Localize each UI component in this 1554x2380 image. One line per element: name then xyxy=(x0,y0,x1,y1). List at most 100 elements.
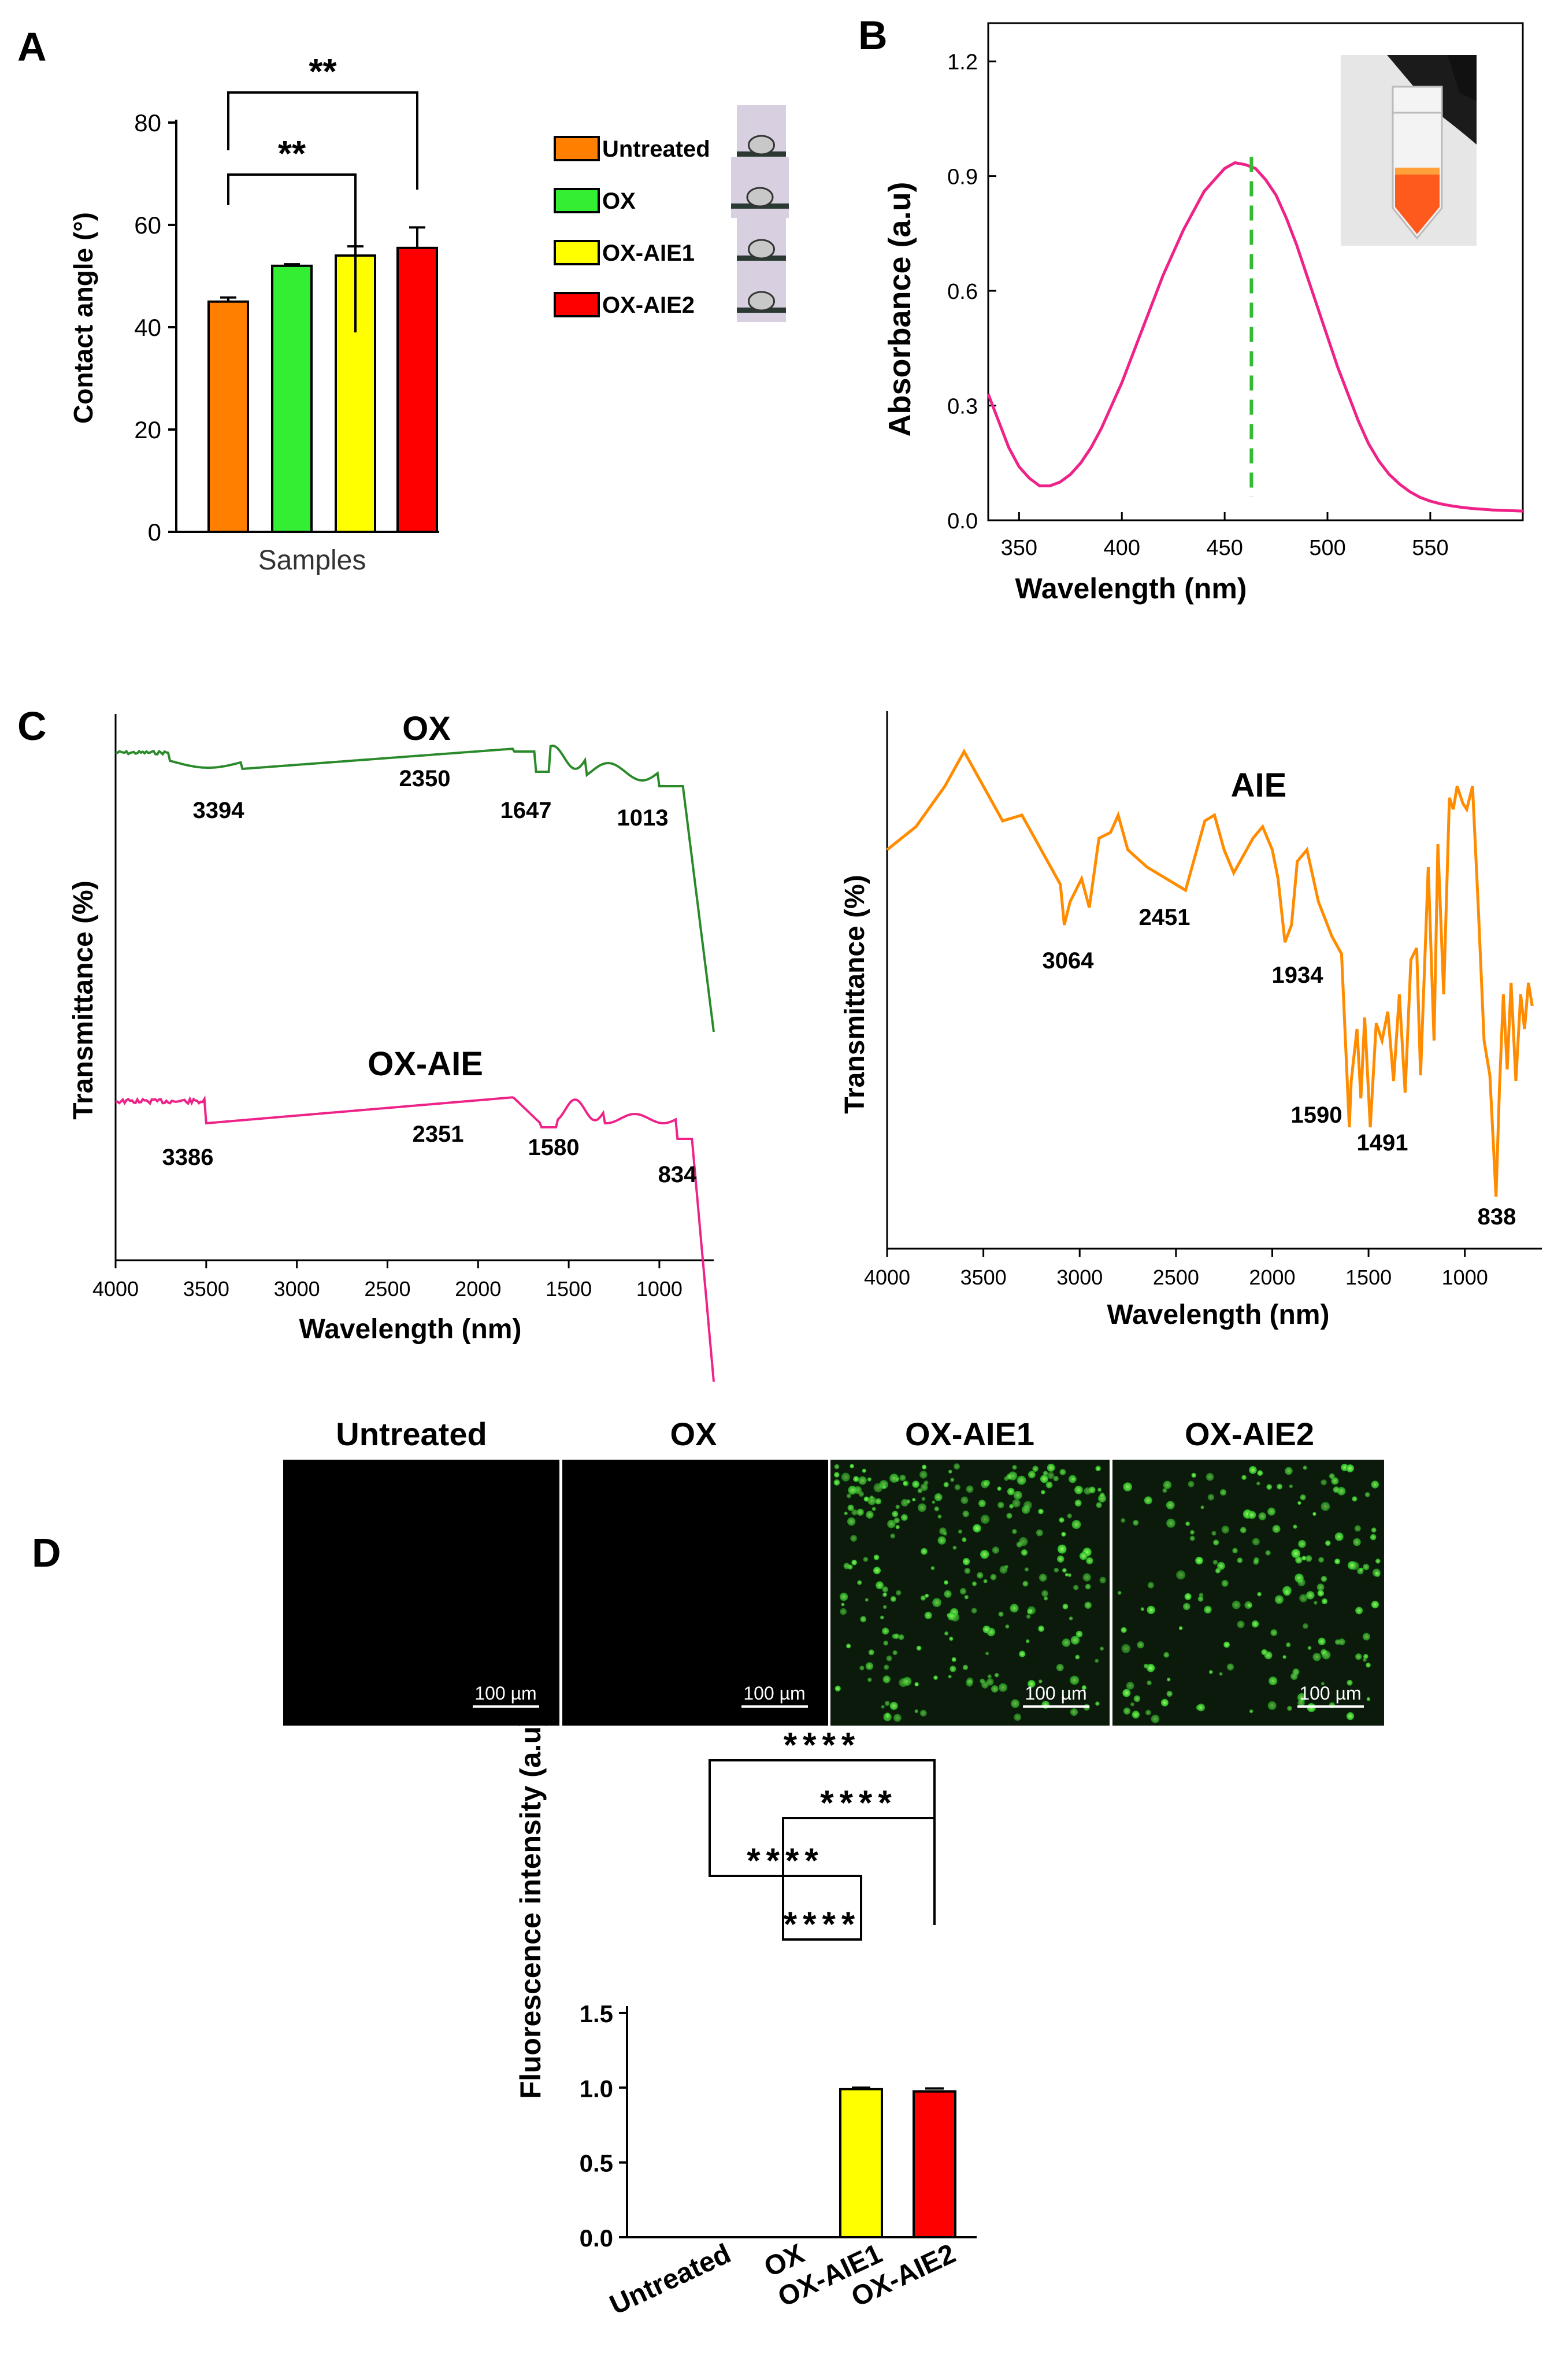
particle xyxy=(1019,1537,1028,1546)
particle xyxy=(924,1480,929,1486)
particle xyxy=(901,1514,908,1521)
particle xyxy=(983,1579,988,1583)
particle xyxy=(889,1701,898,1710)
particle xyxy=(1166,1501,1175,1510)
ox-spectrum-line xyxy=(115,744,715,1032)
x-tick-label: 4000 xyxy=(92,1277,139,1301)
particle xyxy=(856,1508,864,1516)
particle xyxy=(1183,1602,1190,1611)
scale-bar-label: 100 µm xyxy=(474,1683,536,1704)
particle xyxy=(859,1665,865,1671)
y-tick-label: 0.9 xyxy=(947,165,978,190)
series-label-aie: AIE xyxy=(1231,767,1287,804)
particle xyxy=(1306,1591,1315,1600)
particle xyxy=(1178,1626,1183,1630)
particle xyxy=(851,1509,858,1516)
particle xyxy=(1372,1568,1381,1577)
particle xyxy=(1307,1646,1312,1650)
legend-label: OX-AIE1 xyxy=(602,240,695,266)
particle xyxy=(948,1470,952,1474)
particle xyxy=(1256,1481,1260,1486)
particle xyxy=(1095,1701,1100,1706)
particle xyxy=(998,1611,1004,1617)
particle xyxy=(980,1515,990,1524)
panel-a-chart: 0 20 40 60 80 ** ** xyxy=(134,52,439,546)
peak-label-aie: 1491 xyxy=(1357,1130,1408,1156)
particle xyxy=(1027,1606,1036,1615)
particle xyxy=(1316,1583,1325,1591)
particle xyxy=(1213,1539,1219,1546)
particle xyxy=(1044,1596,1048,1601)
particle xyxy=(1371,1601,1379,1609)
panel-c-right-y-axis-label: Transmittance (%) xyxy=(840,875,870,1113)
particle xyxy=(980,1550,989,1559)
particle xyxy=(1059,1517,1065,1523)
particle xyxy=(1082,1573,1091,1582)
peak-label-ox: 3394 xyxy=(193,798,245,823)
particle xyxy=(1122,1689,1131,1697)
micrograph-untreated xyxy=(283,1460,559,1726)
particle xyxy=(1147,1582,1154,1589)
particle xyxy=(1334,1559,1340,1564)
particle xyxy=(1039,1679,1043,1683)
particle xyxy=(1123,1482,1132,1491)
scale-bar-label: 100 µm xyxy=(743,1683,805,1704)
x-tick-label: 1500 xyxy=(1345,1265,1392,1289)
fluorescent-particles xyxy=(833,1463,1106,1722)
particle xyxy=(1366,1662,1371,1668)
particle xyxy=(1036,1529,1043,1537)
particle xyxy=(1291,1549,1301,1559)
particle xyxy=(1095,1659,1099,1663)
particle xyxy=(944,1631,949,1636)
peak-label-aie: 2451 xyxy=(1139,905,1190,930)
particle xyxy=(1053,1475,1059,1482)
particle xyxy=(1040,1475,1048,1483)
particle xyxy=(1062,1568,1067,1573)
y-tick-label: 1.5 xyxy=(580,2000,613,2027)
peak-label-ox: 2350 xyxy=(399,766,451,791)
droplet xyxy=(746,187,774,208)
vial-photo-inset xyxy=(1341,55,1477,246)
particle xyxy=(1062,1638,1071,1647)
particle xyxy=(1346,1464,1355,1472)
particle xyxy=(846,1644,851,1649)
particle xyxy=(1130,1702,1134,1707)
particle xyxy=(1038,1508,1044,1515)
particle xyxy=(1070,1635,1080,1645)
particle xyxy=(921,1548,928,1555)
particle xyxy=(1219,1672,1223,1676)
particle xyxy=(1282,1655,1286,1659)
particle xyxy=(1195,1556,1203,1565)
panel-a-x-axis-label: Samples xyxy=(258,545,366,576)
particle xyxy=(1251,1620,1259,1628)
droplet xyxy=(748,291,775,312)
particle xyxy=(1329,1473,1335,1479)
particle xyxy=(1043,1471,1048,1476)
particle xyxy=(866,1511,874,1519)
particle xyxy=(1079,1552,1088,1560)
panel-a-legend: Untreated OX OX-AIE1 OX-AIE2 xyxy=(554,105,789,322)
aie-spectrum-line xyxy=(886,748,1534,1197)
significance-bracket xyxy=(227,91,418,190)
legend-label: OX xyxy=(602,188,636,214)
image-title-ox-aie2: OX-AIE2 xyxy=(1185,1416,1314,1452)
legend-swatch-untreated xyxy=(554,136,600,161)
particle xyxy=(1028,1680,1036,1688)
panel-c: C 4000 3500 3000 2500 2000 1500 1000 OX OX-AIE 33… xyxy=(17,704,1542,1382)
particle xyxy=(971,1608,977,1614)
particle xyxy=(867,1496,877,1505)
particle xyxy=(1009,1504,1014,1509)
particle xyxy=(1253,1559,1259,1565)
particle xyxy=(1006,1512,1012,1519)
particle xyxy=(863,1557,869,1562)
particle xyxy=(934,1506,940,1512)
particle xyxy=(1070,1675,1080,1685)
particle xyxy=(1166,1690,1173,1697)
particle xyxy=(892,1511,899,1517)
particle xyxy=(882,1485,887,1489)
panel-a-y-axis-label: Contact angle (°) xyxy=(68,212,98,424)
particle xyxy=(948,1675,952,1679)
particle xyxy=(1019,1650,1026,1657)
particle xyxy=(1200,1505,1204,1509)
particle xyxy=(1147,1605,1155,1615)
